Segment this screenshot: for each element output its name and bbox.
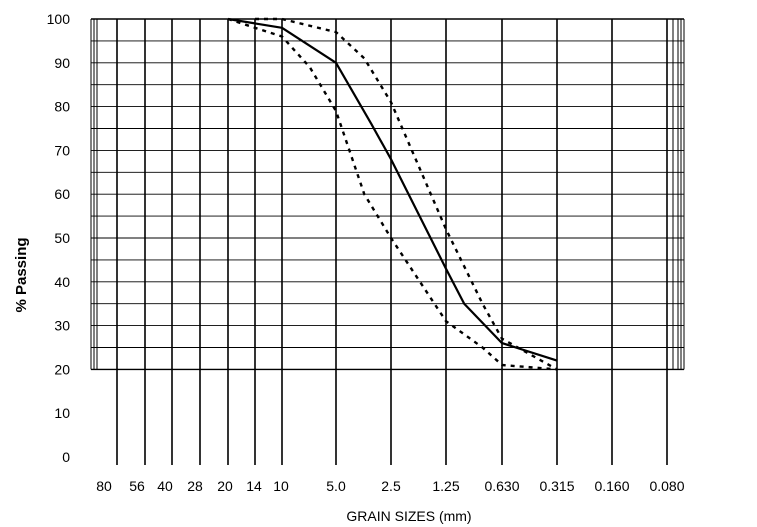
y-tick-label: 0 bbox=[62, 449, 70, 465]
x-tick-labels: 80 56 40 28 20 14 10 5.0 2.5 1.25 0.630 0.315 0.160 0… bbox=[96, 478, 685, 494]
y-tick-label: 30 bbox=[54, 318, 70, 334]
envelope-curve-dashed-2 bbox=[227, 17, 558, 371]
grading-curve-solid-0 bbox=[227, 17, 558, 362]
y-tick-label: 20 bbox=[54, 361, 70, 377]
x-tick-label: 0.160 bbox=[594, 478, 629, 494]
grid bbox=[90, 18, 685, 465]
x-tick-label: 56 bbox=[129, 478, 145, 494]
x-axis-title: GRAIN SIZES (mm) bbox=[346, 508, 471, 524]
x-tick-label: 40 bbox=[157, 478, 173, 494]
y-tick-label: 80 bbox=[54, 99, 70, 115]
x-tick-label: 2.5 bbox=[381, 478, 401, 494]
x-tick-label: 20 bbox=[217, 478, 233, 494]
x-tick-label: 5.0 bbox=[326, 478, 346, 494]
y-axis-title: % Passing bbox=[13, 237, 30, 312]
y-tick-label: 60 bbox=[54, 186, 70, 202]
x-tick-label: 0.080 bbox=[649, 478, 684, 494]
x-tick-label: 10 bbox=[273, 478, 289, 494]
x-tick-label: 0.630 bbox=[484, 478, 519, 494]
series-layer bbox=[227, 17, 558, 371]
envelope-curve-dashed-1 bbox=[255, 17, 558, 371]
x-tick-label: 28 bbox=[187, 478, 203, 494]
y-tick-label: 90 bbox=[54, 55, 70, 71]
y-tick-labels: 0 10 20 30 40 50 60 70 80 90 100 bbox=[47, 11, 71, 465]
y-tick-label: 70 bbox=[54, 142, 70, 158]
y-tick-label: 10 bbox=[54, 405, 70, 421]
x-tick-label: 1.25 bbox=[432, 478, 459, 494]
x-tick-label: 14 bbox=[246, 478, 262, 494]
y-tick-label: 40 bbox=[54, 274, 70, 290]
x-tick-label: 80 bbox=[96, 478, 112, 494]
y-tick-label: 50 bbox=[54, 230, 70, 246]
x-tick-label: 0.315 bbox=[539, 478, 574, 494]
y-tick-label: 100 bbox=[47, 11, 71, 27]
